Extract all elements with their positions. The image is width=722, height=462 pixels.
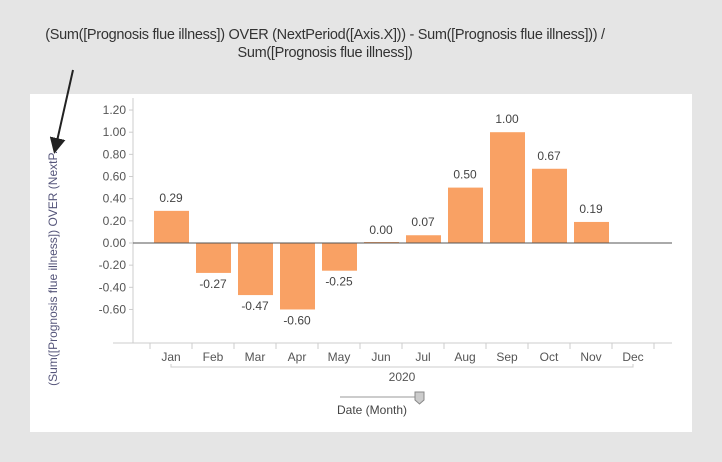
bar-jul[interactable] [406, 235, 441, 243]
x-tick-label: Feb [203, 350, 224, 364]
bar-sep[interactable] [490, 132, 525, 243]
hierarchy-slider-handle[interactable] [414, 391, 425, 405]
data-label: 0.07 [411, 215, 435, 229]
y-tick-label: -0.20 [99, 258, 127, 272]
x-tick-label: Nov [580, 350, 601, 364]
bar-apr[interactable] [280, 243, 315, 310]
annotation-line-2: Sum([Prognosis flue illness]) [237, 45, 413, 61]
y-tick-label: 0.20 [103, 214, 127, 228]
x-tick-label: Jul [415, 350, 430, 364]
x-axis-title[interactable]: Date (Month) [337, 403, 407, 417]
data-label: -0.25 [325, 275, 353, 289]
data-label: 0.19 [579, 202, 603, 216]
annotation-line-1: (Sum([Prognosis flue illness]) OVER (Nex… [45, 27, 605, 43]
data-label: 0.00 [369, 223, 393, 237]
data-label: -0.47 [241, 299, 269, 313]
y-tick-label: -0.40 [99, 280, 127, 294]
bar-nov[interactable] [574, 221, 609, 243]
chart-panel: 1.20 1.00 0.80 0.60 0.40 0.20 0.00 -0.20 -0.40 -0… [30, 94, 692, 432]
data-label: 1.00 [495, 112, 519, 126]
bar-chart: 1.20 1.00 0.80 0.60 0.40 0.20 0.00 -0.20 -0.40 -0… [46, 98, 672, 417]
x-tick-label: Jan [161, 350, 180, 364]
bar-mar[interactable] [238, 243, 273, 296]
y-tick-label: 0.60 [103, 170, 127, 184]
x-tick-label: Apr [288, 350, 307, 364]
data-label: -0.27 [199, 277, 227, 291]
y-axis-title[interactable]: (Sum([Prognosis flue illness]) OVER (Nex… [46, 144, 60, 386]
data-label: 0.50 [453, 168, 477, 182]
data-label: 0.29 [159, 191, 183, 205]
x-tick-label: Aug [454, 350, 475, 364]
y-tick-label: -0.60 [99, 302, 127, 316]
bar-feb[interactable] [196, 243, 231, 273]
y-tick-label: 1.20 [103, 103, 127, 117]
x-tick-label: May [328, 350, 351, 364]
x-tick-label: Dec [622, 350, 643, 364]
x-tick-label: Mar [245, 350, 266, 364]
bar-may[interactable] [322, 243, 357, 271]
x-tick-label: Oct [540, 350, 559, 364]
data-label: -0.60 [283, 313, 311, 327]
bar-jan[interactable] [154, 210, 189, 243]
bar-aug[interactable] [448, 187, 483, 243]
year-bracket [170, 364, 634, 368]
x-tick-label: Jun [371, 350, 390, 364]
y-tick-label: 0.00 [103, 236, 127, 250]
bar-oct[interactable] [532, 168, 567, 243]
x-group-label: 2020 [389, 370, 416, 384]
y-tick-label: 0.40 [103, 192, 127, 206]
data-label: 0.67 [537, 149, 561, 163]
x-tick-label: Sep [496, 350, 518, 364]
y-tick-label: 0.80 [103, 147, 127, 161]
y-tick-label: 1.00 [103, 125, 127, 139]
